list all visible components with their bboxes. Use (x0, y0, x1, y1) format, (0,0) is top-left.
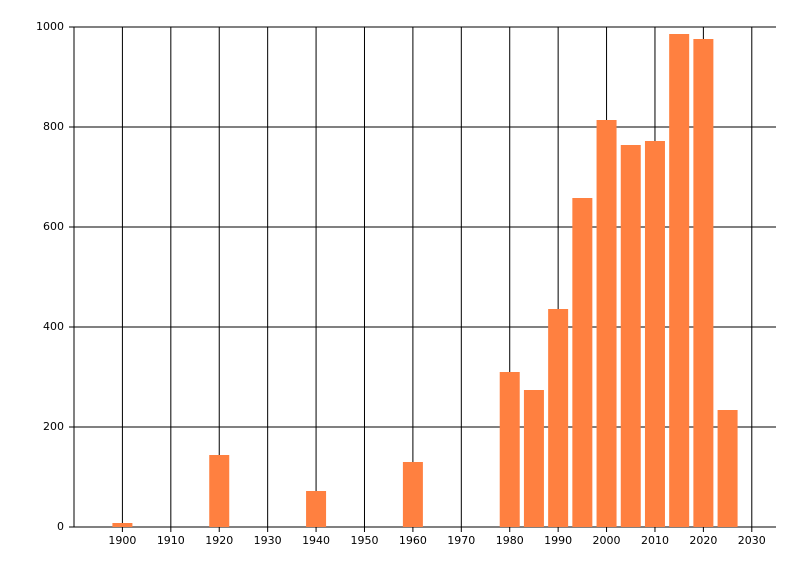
x-tick-label: 1980 (496, 534, 524, 547)
x-tick-label: 1990 (544, 534, 572, 547)
bar (717, 410, 738, 527)
x-tick-label: 1910 (157, 534, 185, 547)
bar (306, 491, 327, 527)
bar (499, 372, 520, 527)
x-tick-label: 1940 (302, 534, 330, 547)
bar (572, 198, 593, 527)
x-tick-label: 2030 (738, 534, 766, 547)
x-tick-label: 1960 (399, 534, 427, 547)
x-tick-label: 2010 (641, 534, 669, 547)
x-tick-label: 1900 (108, 534, 136, 547)
y-tick-label: 600 (43, 220, 64, 233)
y-tick-label: 200 (43, 420, 64, 433)
x-tick-label: 2000 (593, 534, 621, 547)
bar (402, 462, 423, 527)
bar (523, 390, 544, 527)
bar (644, 141, 665, 527)
x-tick-label: 1930 (254, 534, 282, 547)
x-tick-label: 1920 (205, 534, 233, 547)
y-tick-label: 1000 (36, 20, 64, 33)
x-tick-label: 2020 (689, 534, 717, 547)
bar (596, 120, 617, 527)
bar (209, 455, 230, 527)
x-tick-label: 1970 (447, 534, 475, 547)
bar (669, 34, 690, 527)
bar (112, 523, 133, 527)
x-tick-label: 1950 (350, 534, 378, 547)
bar (620, 145, 641, 527)
y-tick-label: 0 (57, 520, 64, 533)
y-tick-label: 800 (43, 120, 64, 133)
bar (548, 309, 569, 527)
y-tick-label: 400 (43, 320, 64, 333)
bar (693, 39, 714, 527)
